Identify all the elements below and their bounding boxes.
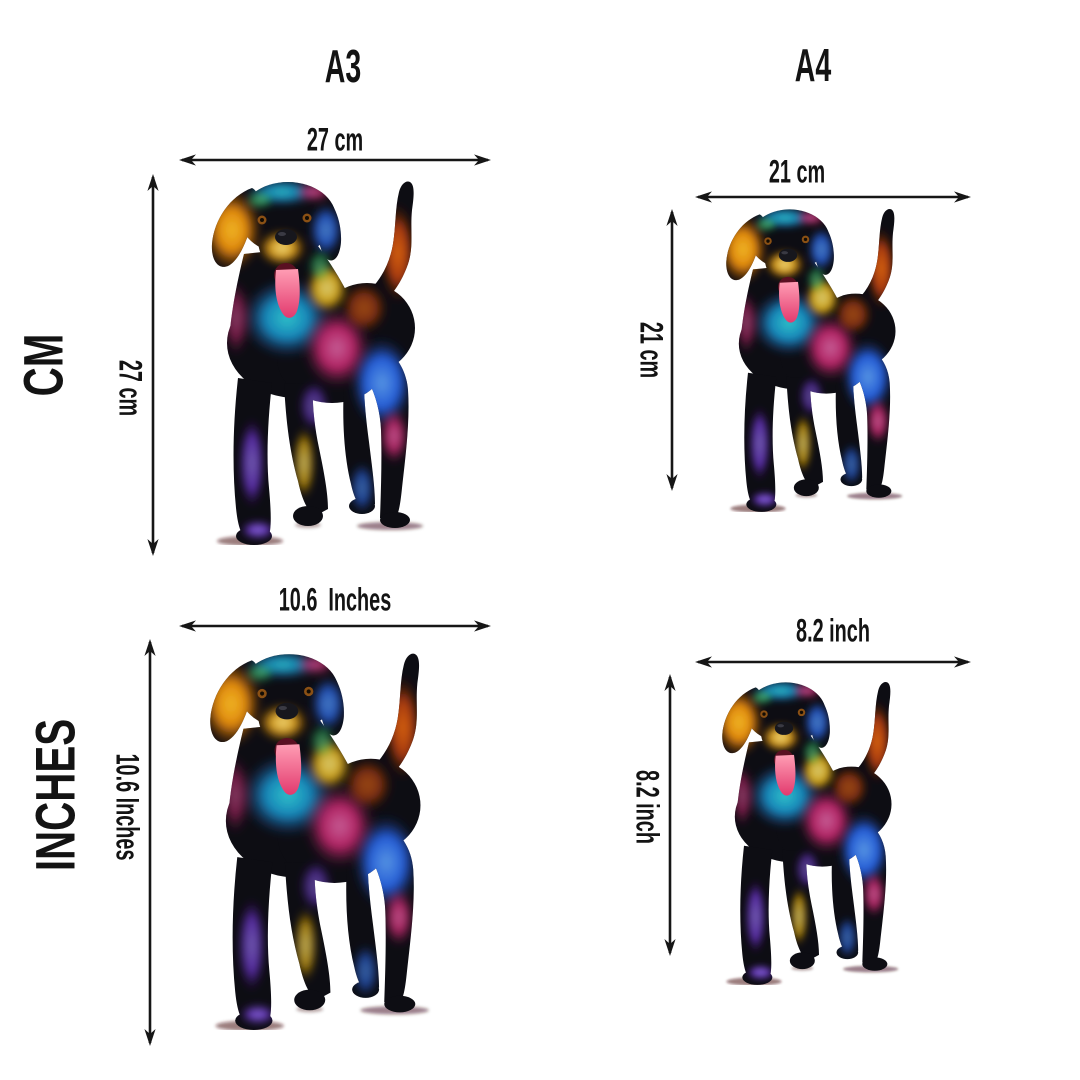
dog-artwork-a3-cm — [202, 178, 430, 545]
a3-cm-width-arrow-icon — [179, 154, 491, 166]
a3-cm-width-label: 27 cm — [306, 121, 364, 158]
a3-cm-height-arrow-icon — [147, 174, 159, 556]
dog-artwork-a3-inches — [200, 650, 436, 1030]
a4-inches-width-arrow-icon — [695, 656, 971, 668]
a3-cm-height-label: 27 cm — [112, 359, 149, 417]
a4-inches-height-label: 8.2 inch — [629, 770, 666, 844]
a4-inches-width-label: 8.2 inch — [796, 612, 870, 649]
row-label-cm: CM — [11, 333, 75, 397]
a4-cm-width-label: 21 cm — [768, 153, 826, 190]
a3-inches-width-arrow-icon — [179, 620, 491, 632]
column-header-a3: A3 — [324, 40, 362, 92]
a4-cm-width-arrow-icon — [695, 191, 971, 203]
a4-inches-height-arrow-icon — [664, 674, 676, 956]
column-header-a4: A4 — [794, 39, 832, 91]
dog-artwork-a4-inches — [714, 679, 904, 985]
a4-cm-height-label: 21 cm — [633, 321, 670, 379]
row-label-inches: INCHES — [23, 718, 87, 872]
a3-inches-height-label: 10.6 Inches — [109, 753, 146, 861]
dog-artwork-a4-cm — [718, 206, 908, 512]
a3-inches-height-arrow-icon — [144, 639, 156, 1046]
a3-inches-width-label: 10.6 Inches — [278, 581, 392, 618]
a4-cm-height-arrow-icon — [666, 209, 678, 491]
